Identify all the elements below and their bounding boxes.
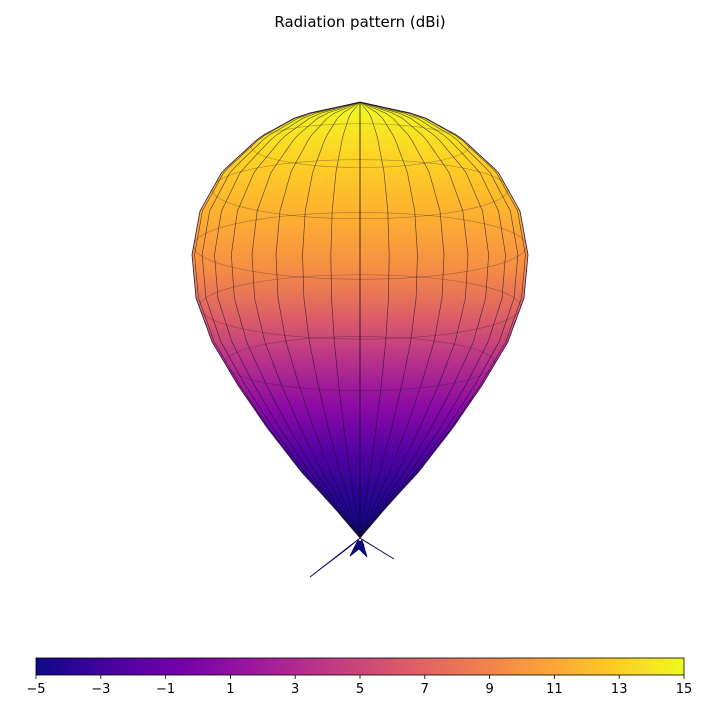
colorbar-tick-label: 7: [421, 682, 429, 697]
meridian-line: [359, 102, 526, 538]
meridian-line: [302, 102, 361, 538]
meridian-line: [201, 102, 361, 538]
meridian-line: [214, 102, 361, 538]
colorbar-tick-label: 15: [676, 682, 693, 697]
main-lobe-surface: [191, 101, 529, 539]
meridian-line: [359, 102, 445, 538]
meridian-line: [230, 102, 361, 538]
meridian-line: [359, 102, 490, 538]
chart-title: Radiation pattern (dBi): [274, 13, 446, 31]
colorbar-ticks: −5 −3 −1 1 3 5 7 9 11 13 15: [26, 675, 692, 697]
wireframe-mesh: [192, 102, 528, 538]
colorbar-tick-label: −3: [91, 682, 110, 697]
colorbar-tick-label: 13: [611, 682, 628, 697]
meridian-line: [251, 102, 361, 538]
radiation-pattern-plot: [191, 101, 529, 578]
meridian-line: [330, 102, 361, 538]
meridian-line: [359, 102, 519, 538]
colorbar-tick-label: −1: [156, 682, 175, 697]
meridian-line: [359, 102, 506, 538]
back-lobes: [309, 537, 395, 578]
back-lobe-spike: [355, 539, 368, 558]
meridian-line: [194, 102, 361, 538]
meridian-line: [359, 102, 469, 538]
back-lobe-spike: [359, 537, 395, 560]
meridian-line: [359, 102, 519, 538]
meridian-line: [359, 102, 469, 538]
meridian-line: [201, 102, 361, 538]
colorbar-tick-label: 9: [485, 682, 493, 697]
meridian-line: [359, 102, 390, 538]
colorbar-tick-label: 5: [356, 682, 364, 697]
meridian-line: [302, 102, 361, 538]
colorbar-scale: [35, 657, 685, 676]
meridian-line: [359, 102, 418, 538]
meridian-line: [275, 102, 361, 538]
colorbar-tick-label: 11: [546, 682, 563, 697]
meridian-line: [359, 102, 418, 538]
meridian-line: [330, 102, 361, 538]
colorbar-tick-label: −5: [26, 682, 45, 697]
colorbar-tick-label: 3: [291, 682, 299, 697]
meridian-line: [194, 102, 361, 538]
meridian-line: [214, 102, 361, 538]
meridian-line: [230, 102, 361, 538]
meridian-line: [359, 102, 528, 538]
meridian-line: [359, 102, 526, 538]
meridian-line: [275, 102, 361, 538]
back-lobe-spike: [309, 537, 361, 578]
meridian-line: [192, 102, 361, 538]
meridian-line: [359, 102, 445, 538]
meridian-line: [251, 102, 361, 538]
meridian-line: [359, 102, 490, 538]
colorbar-tick-label: 1: [226, 682, 234, 697]
meridian-line: [359, 102, 506, 538]
meridian-line: [359, 102, 390, 538]
